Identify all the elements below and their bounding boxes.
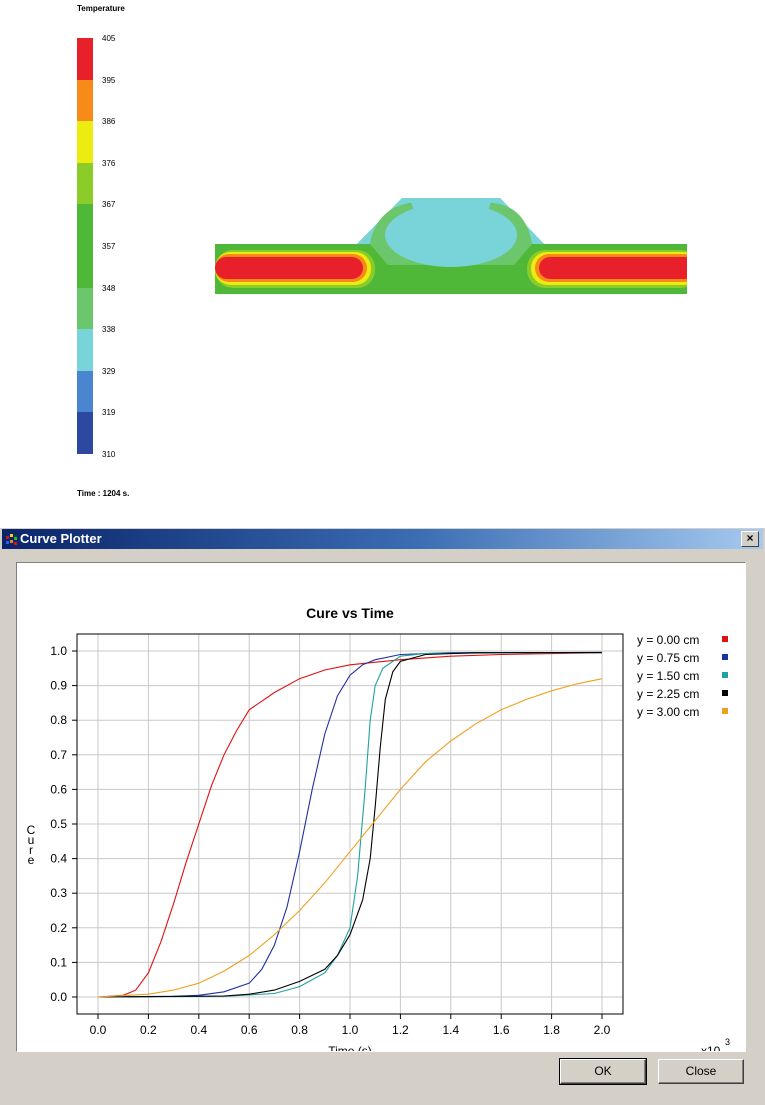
- y-axis-label-char: u: [28, 833, 35, 847]
- legend-swatch: [722, 690, 728, 696]
- x-tick-label: 0.8: [291, 1023, 308, 1037]
- color-bar-tick-label: 357: [102, 242, 116, 251]
- x-tick-label: 1.8: [543, 1023, 560, 1037]
- window-title: Curve Plotter: [20, 531, 102, 546]
- color-bar-tick-label: 310: [102, 450, 116, 459]
- x-tick-label: 0.6: [241, 1023, 258, 1037]
- app-icon: [6, 534, 17, 545]
- cure-vs-time-chart: Cure vs Time 0.0 0.2 0.4 0.6 0.8 1.0 1.2 1.4 1.6 1…: [27, 605, 730, 1051]
- series-line: [97, 678, 603, 998]
- chart-title: Cure vs Time: [306, 605, 394, 621]
- x-tick-label: 1.6: [493, 1023, 510, 1037]
- series-line: [97, 652, 603, 998]
- y-tick-label: 0.4: [50, 852, 67, 866]
- legend-entry-label: y = 1.50 cm: [637, 669, 699, 683]
- color-bar-segment: [77, 370, 93, 413]
- legend-entry-label: y = 0.00 cm: [637, 633, 699, 647]
- y-axis-label-char: C: [27, 823, 36, 837]
- x-tick-label: 0.2: [140, 1023, 157, 1037]
- color-bar-tick-label: 367: [102, 200, 116, 210]
- color-bar-tick-label: 329: [102, 366, 116, 376]
- color-bar-segment: [77, 38, 93, 81]
- y-tick-label: 0.0: [50, 990, 67, 1004]
- x-tick-label: 0.0: [90, 1023, 107, 1037]
- y-axis-label-char: e: [28, 853, 35, 867]
- x-tick-label: 2.0: [594, 1023, 611, 1037]
- legend-entry-label: y = 0.75 cm: [637, 651, 699, 665]
- series-line: [97, 651, 603, 998]
- y-axis-label-char: r: [29, 843, 33, 857]
- plot-panel: Cure vs Time 0.0 0.2 0.4 0.6 0.8 1.0 1.2 1.4 1.6 1…: [16, 562, 746, 1052]
- color-bar-tick-label: 348: [102, 283, 116, 293]
- y-tick-label: 0.8: [50, 713, 67, 727]
- temperature-contour-plot: [215, 195, 688, 295]
- color-bar-tick-label: 338: [102, 325, 116, 335]
- legend-entry-label: y = 3.00 cm: [637, 705, 699, 719]
- curve-plotter-window: Curve Plotter × Cure vs Time 0.0 0.2 0.4 0.6…: [0, 527, 765, 1105]
- color-bar-segment: [77, 246, 93, 289]
- color-bar-tick-label: 386: [102, 117, 116, 127]
- plot-frame: [76, 633, 624, 1015]
- title-bar[interactable]: Curve Plotter ×: [2, 529, 763, 549]
- x-multiplier-label: x10: [701, 1044, 721, 1051]
- color-bar-segment: [77, 162, 93, 205]
- color-bar-segment: [77, 79, 93, 122]
- legend-title: Temperature: [77, 4, 125, 13]
- y-tick-label: 0.2: [50, 921, 67, 935]
- color-bar-tick-label: 376: [102, 158, 116, 168]
- y-tick-label: 0.9: [50, 679, 67, 693]
- x-tick-label: 1.0: [342, 1023, 359, 1037]
- x-tick-label: 1.2: [392, 1023, 409, 1037]
- legend-swatch: [722, 636, 728, 642]
- contour-cyan-core: [385, 203, 517, 267]
- y-tick-label: 0.5: [50, 817, 67, 831]
- color-bar-tick-label: 405: [102, 34, 116, 43]
- color-bar-segment: [77, 329, 93, 372]
- series-line: [97, 652, 602, 998]
- legend-swatch: [722, 708, 728, 714]
- contour-left-red: [215, 257, 363, 279]
- color-bar-tick-label: 395: [102, 75, 116, 85]
- x-multiplier-exponent: 3: [725, 1037, 730, 1047]
- color-bar-segment: [77, 204, 93, 247]
- temperature-color-bar: [77, 38, 93, 455]
- y-tick-label: 1.0: [50, 644, 67, 658]
- contour-right-clip: [687, 195, 688, 295]
- color-bar-tick-label: 319: [102, 408, 116, 418]
- y-tick-label: 0.1: [50, 955, 67, 969]
- y-tick-label: 0.3: [50, 886, 67, 900]
- legend-swatch: [722, 672, 728, 678]
- y-tick-label: 0.6: [50, 782, 67, 796]
- series-line: [97, 651, 603, 998]
- legend-entry-label: y = 2.25 cm: [637, 687, 699, 701]
- legend-swatch: [722, 654, 728, 660]
- x-axis-label: Time (s): [328, 1044, 372, 1051]
- time-label: Time : 1204 s.: [77, 489, 130, 498]
- color-bar-segment: [77, 287, 93, 330]
- contour-right-red: [539, 257, 688, 279]
- x-tick-label: 1.4: [442, 1023, 459, 1037]
- y-tick-label: 0.7: [50, 748, 67, 762]
- color-bar-segment: [77, 412, 93, 455]
- color-bar-segment: [77, 121, 93, 164]
- close-button[interactable]: Close: [658, 1059, 744, 1084]
- x-tick-label: 0.4: [190, 1023, 207, 1037]
- ok-button[interactable]: OK: [559, 1058, 647, 1085]
- close-icon[interactable]: ×: [741, 531, 759, 547]
- contour-cyan-top: [410, 199, 492, 213]
